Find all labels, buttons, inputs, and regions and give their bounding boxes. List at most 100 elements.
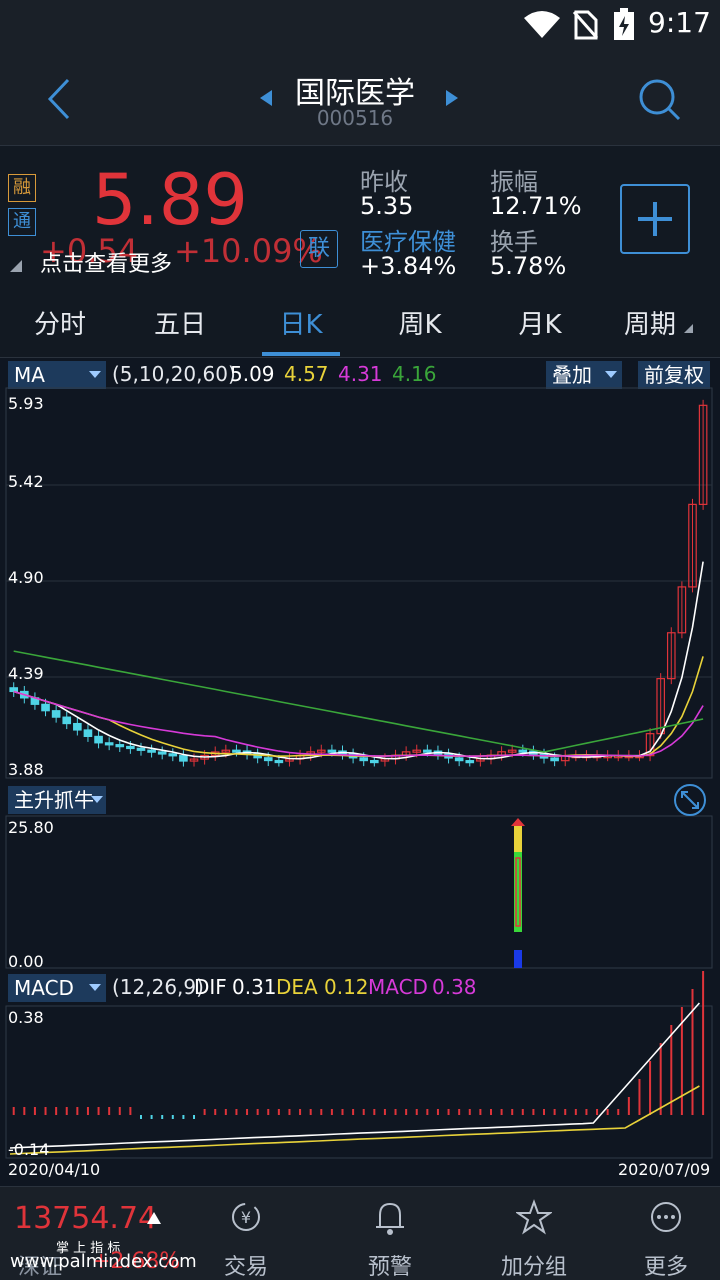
prev-stock-icon[interactable] [258,88,274,108]
indicator-selector[interactable]: 主升抓牛 [8,786,106,814]
kline-y-4-90: 4.90 [8,568,44,587]
candle-body [518,749,528,753]
no-sim-icon [572,10,598,40]
period-tabs: 分时 五日 日K 周K 月K 周期 [0,294,720,358]
nav-more[interactable]: 更多 [606,1195,720,1280]
sector-pct: +3.84% [360,252,457,280]
overlay-selector[interactable]: 叠加 [546,361,622,389]
nav-more-label: 更多 [643,1255,688,1280]
adjust-button[interactable]: 前复权 [638,361,710,389]
ma-selector[interactable]: MA [8,361,106,389]
ma60-value: 4.16 [392,362,437,386]
watermark: www.palmindex.com [10,1251,197,1272]
wifi-icon [524,11,560,38]
status-bar: 9:17 [0,0,720,50]
panel-frame [5,1005,713,1159]
candle-body [656,678,665,735]
kline-grid [5,387,713,1159]
candle-body [359,757,369,762]
more-hint[interactable]: 点击查看更多 [40,252,173,277]
dea-line [9,1085,700,1155]
search-icon[interactable] [636,76,682,122]
candle-body [688,503,697,588]
clock: 9:17 [648,6,711,39]
dif-label: DIF [194,975,227,999]
indicator-y-top: 25.80 [8,818,54,837]
active-tab-underline [262,352,340,356]
candle-body [370,759,379,764]
sector-link[interactable]: 医疗保健 [360,228,456,256]
tab-weekly-k[interactable]: 周K [398,310,442,340]
indicator-y-bottom: 0.00 [8,952,44,971]
trade-icon: ¥ [232,1203,260,1231]
linked-badge[interactable]: 联 [300,230,338,268]
tab-intraday[interactable]: 分时 [33,310,86,340]
macd-label: MACD [368,975,428,999]
candle-body [327,749,337,753]
index-up-icon [147,1212,161,1224]
ma-dropdown-icon [89,371,101,378]
nav-add-group[interactable]: 加分组 [474,1195,594,1280]
nav-alert[interactable]: 预警 [330,1195,450,1280]
indicator-bar-blue [514,950,522,968]
svg-text:¥: ¥ [241,1208,251,1227]
panel-frame [5,815,713,969]
next-stock-icon[interactable] [444,88,460,108]
indicator-bar-green [514,852,522,932]
candle-body [9,687,19,693]
quote-panel[interactable]: 融 通 5.89 +0.54 +10.09% 点击查看更多 联 昨收 5.35 … [0,146,720,294]
candle-body [126,745,135,750]
price-change-pct: +10.09% [174,232,323,270]
candle-body [263,757,273,762]
tab-five-day[interactable]: 五日 [153,310,206,340]
dea-label: DEA [276,975,318,999]
app-header: 国际医学 000516 [0,50,720,146]
macd-params: (12,26,9) [112,975,204,999]
candle-body [677,586,687,634]
candle-body [136,747,146,751]
candle-body [666,632,676,680]
nav-alert-label: 预警 [367,1255,412,1280]
macd-y-top: 0.38 [8,1008,44,1027]
candle-body [168,753,178,757]
date-end: 2020/07/09 [618,1160,711,1179]
candle-body [465,760,475,764]
macd-y-bottom: -0.14 [8,1140,50,1159]
margin-badge: 融 [8,174,36,202]
fullscreen-icon[interactable] [672,782,708,818]
candle-body [51,710,61,718]
candle-body [550,757,559,762]
nav-trade-label: 交易 [223,1255,268,1280]
tab-period[interactable]: 周期 [623,310,676,340]
current-price: 5.89 [92,159,248,241]
add-watchlist-button[interactable] [620,184,690,254]
ma-lines [13,561,704,760]
back-icon[interactable] [44,78,74,120]
index-value[interactable]: 13754.74 [14,1201,158,1236]
index-pct: +2.68% [92,1249,181,1274]
plus-icon [638,202,672,236]
macd-value: 0.38 [432,975,477,999]
candle-body [73,722,82,731]
candle-body [94,735,103,744]
turnover-value: 5.78% [490,252,567,280]
expand-corner-icon [10,260,22,272]
bell-icon [376,1202,404,1235]
ma-selector-label: MA [14,363,45,387]
turnover-label: 换手 [490,228,538,256]
candle-body [147,749,156,753]
candle-body [507,749,517,753]
candle-body [62,716,72,725]
kline-y-5-93: 5.93 [8,394,44,413]
nav-trade[interactable]: ¥ 交易 [186,1195,306,1280]
tab-monthly-k[interactable]: 月K [518,310,562,340]
candle-body [274,759,284,764]
chart-area[interactable]: MA (5,10,20,60) 5.09 4.57 4.31 4.16 叠加 前… [0,358,720,1180]
tip-text: 掌 上 指 标 [56,1241,121,1256]
macd-selector[interactable]: MACD [8,974,106,1002]
kline-y-5-42: 5.42 [8,472,44,491]
candle-body [423,749,432,753]
tab-daily-k[interactable]: 日K [279,310,323,340]
prev-close-label: 昨收 [360,168,408,196]
index-name: 深证 [18,1255,63,1280]
